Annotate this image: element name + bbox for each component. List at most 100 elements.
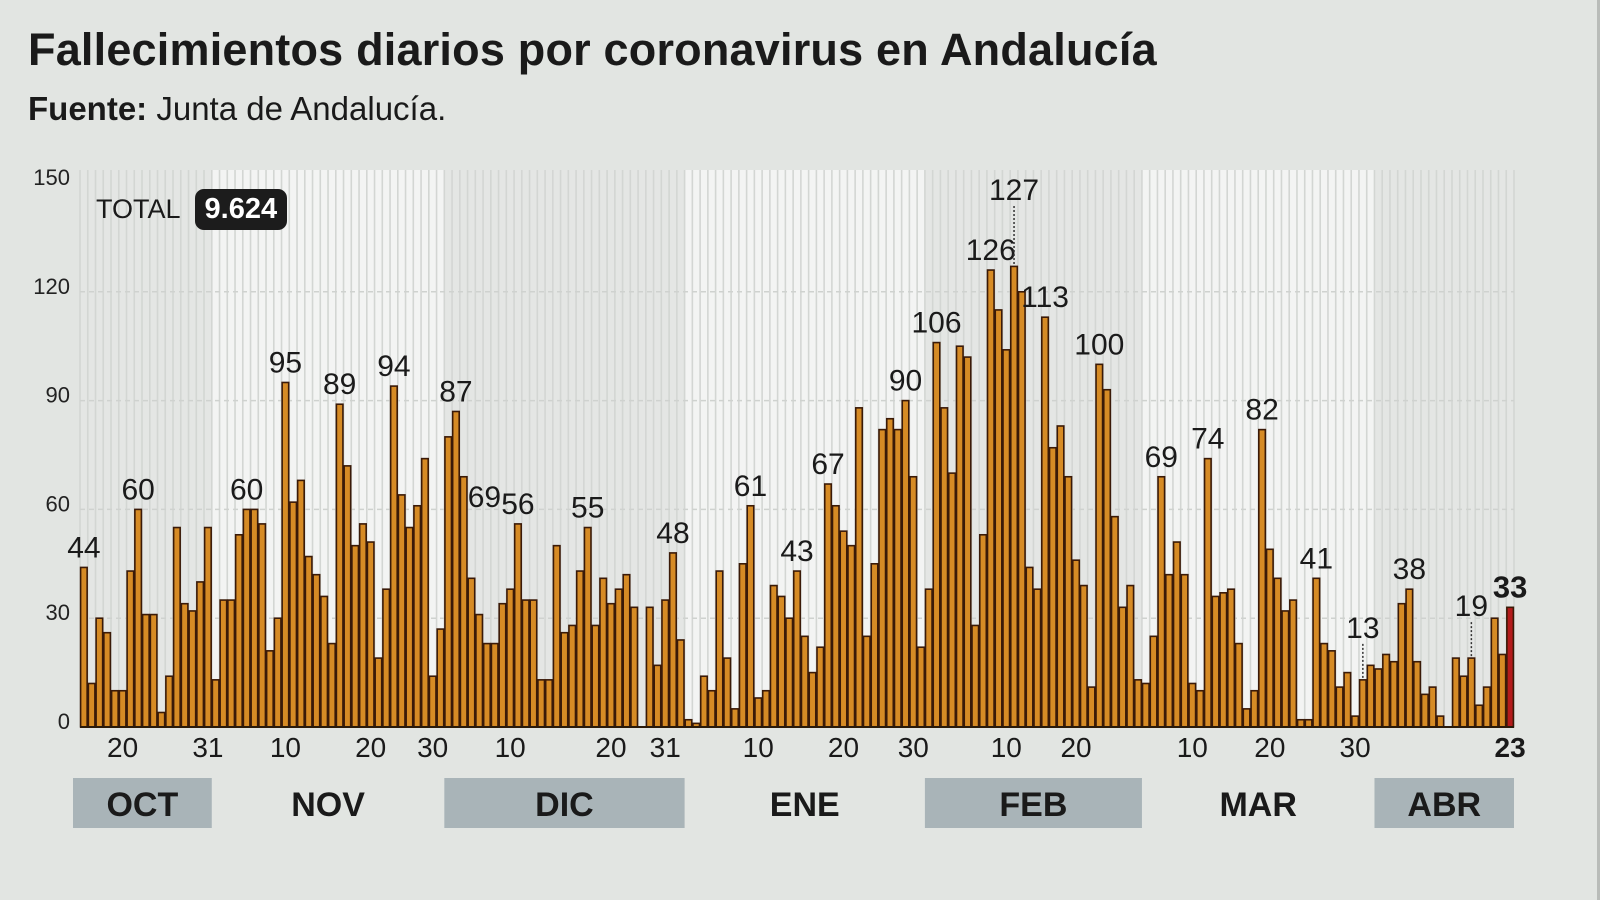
bar (196, 581, 205, 728)
data-label: 19 (1455, 590, 1488, 623)
bar (1327, 650, 1336, 728)
y-tick-label: 90 (46, 383, 70, 408)
bar (614, 588, 623, 728)
bar (1451, 657, 1460, 728)
data-label: 100 (1074, 328, 1124, 361)
bar (1242, 708, 1251, 728)
image-border (1597, 0, 1600, 900)
month-box-dic (444, 778, 685, 828)
bar (684, 718, 693, 728)
bar (1087, 686, 1096, 728)
data-label: 33 (1493, 569, 1527, 604)
bar (157, 711, 166, 728)
data-label: 74 (1191, 423, 1224, 456)
bar (382, 588, 391, 728)
bar (1420, 693, 1429, 728)
x-tick-label: 30 (898, 732, 929, 763)
bar (816, 646, 825, 728)
bar (110, 689, 119, 728)
bar (1498, 653, 1507, 728)
data-label: 90 (889, 365, 922, 398)
bar (1428, 686, 1437, 728)
bar (785, 617, 794, 728)
bar (1172, 541, 1181, 728)
month-box-oct (73, 778, 212, 828)
bar (389, 385, 399, 728)
bar (1188, 682, 1197, 728)
bar (769, 584, 778, 728)
month-label: FEB (999, 786, 1067, 824)
bar (1211, 595, 1220, 728)
bar (312, 573, 321, 728)
bar (893, 428, 902, 728)
bar (1343, 671, 1352, 728)
data-label: 60 (121, 473, 154, 506)
y-tick-label: 120 (33, 274, 70, 299)
bar (436, 628, 445, 728)
bar (661, 599, 670, 728)
bar (227, 599, 236, 728)
bar (1219, 592, 1228, 728)
bar (1366, 664, 1375, 728)
x-tick-label: 10 (743, 732, 774, 763)
bar (1320, 642, 1329, 728)
bar (878, 428, 887, 728)
month-box-feb (924, 778, 1142, 828)
total-label: TOTAL (96, 194, 181, 224)
data-label: 95 (269, 346, 302, 379)
bar (428, 675, 437, 728)
bar (358, 523, 368, 728)
bar (583, 526, 592, 728)
bar (397, 494, 406, 728)
bar (529, 599, 538, 728)
bar (1351, 715, 1360, 728)
data-label: 69 (1145, 441, 1178, 474)
bar (165, 675, 174, 728)
bar (1040, 316, 1050, 728)
bar (1482, 686, 1491, 728)
bar (1126, 584, 1135, 728)
bar (1017, 290, 1026, 728)
bar (234, 533, 243, 728)
bar (568, 624, 577, 728)
bar (1358, 679, 1367, 728)
bar (1133, 679, 1143, 728)
bar (1459, 675, 1468, 728)
bar (1064, 475, 1073, 728)
bar (599, 577, 608, 728)
data-label: 44 (67, 531, 100, 564)
bar (1389, 660, 1398, 728)
bar (560, 631, 569, 728)
bar (870, 562, 879, 728)
bar (281, 381, 290, 728)
source-label: Fuente: (28, 90, 148, 127)
bar (1335, 686, 1344, 728)
bar (188, 610, 197, 728)
bar (777, 595, 786, 728)
bar (668, 552, 678, 728)
bar (1110, 515, 1119, 728)
bar (591, 624, 600, 728)
x-tick-label: 20 (355, 732, 386, 763)
bar (87, 682, 96, 728)
bar (1258, 428, 1267, 728)
bar (1033, 588, 1042, 728)
x-tick-label: 30 (417, 732, 448, 763)
bar (1304, 718, 1313, 728)
x-tick-label: 20 (828, 732, 859, 763)
bar (761, 689, 771, 728)
bar (630, 606, 639, 728)
bar (490, 642, 499, 728)
data-label: 106 (911, 307, 961, 340)
data-label: 41 (1300, 542, 1333, 575)
bar (258, 523, 267, 728)
bar (1397, 602, 1406, 728)
bar (482, 642, 492, 728)
bar (606, 602, 616, 728)
bar (521, 599, 530, 728)
bar (475, 613, 484, 728)
bar (831, 504, 840, 728)
bar (250, 508, 259, 728)
data-label: 94 (377, 350, 410, 383)
bar (79, 566, 88, 728)
